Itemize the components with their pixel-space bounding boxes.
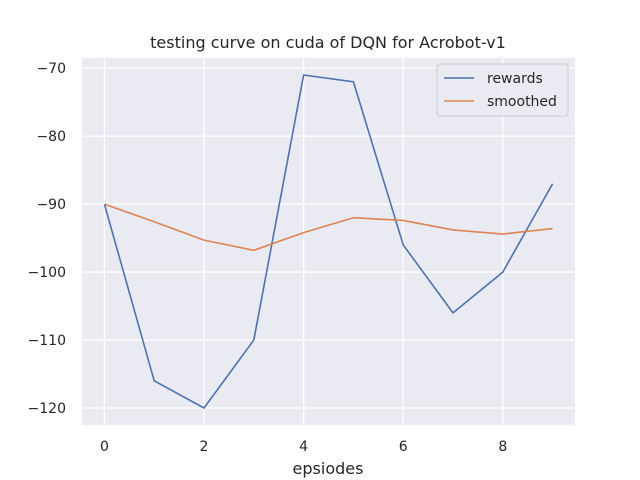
y-tick-label: −100	[28, 265, 66, 281]
x-tick-labels: 0 2 4 6 8	[100, 439, 507, 455]
plot-area	[82, 58, 575, 425]
x-tick-label: 6	[399, 439, 408, 455]
y-tick-label: −70	[36, 61, 66, 77]
x-tick-label: 2	[200, 439, 209, 455]
legend-label-rewards: rewards	[487, 71, 543, 87]
y-tick-labels: −120 −110 −100 −90 −80 −70	[28, 61, 66, 417]
x-tick-label: 8	[498, 439, 507, 455]
x-axis-label: epsiodes	[293, 459, 364, 478]
series-line-rewards	[103, 74, 554, 409]
y-tick-label: −80	[36, 129, 66, 145]
x-tick-label: 4	[299, 439, 308, 455]
chart-title: testing curve on cuda of DQN for Acrobot…	[150, 33, 506, 52]
x-tick-label: 0	[100, 439, 109, 455]
y-tick-label: −90	[36, 197, 66, 213]
legend-box	[436, 63, 569, 117]
legend-label-smoothed: smoothed	[487, 94, 557, 110]
legend: rewards smoothed	[436, 63, 569, 117]
series-line-smoothed	[104, 203, 553, 252]
series-lines	[103, 74, 554, 409]
y-tick-label: −120	[28, 401, 66, 417]
y-tick-label: −110	[28, 333, 66, 349]
